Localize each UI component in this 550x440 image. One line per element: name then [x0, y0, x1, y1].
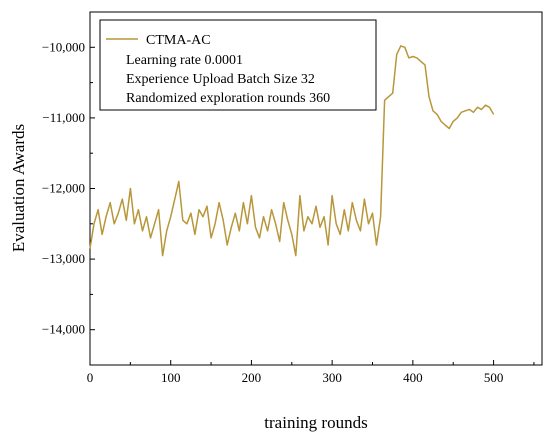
legend-entry-series: CTMA-AC: [146, 33, 211, 48]
legend: CTMA-AC Learning rate 0.0001 Experience …: [99, 19, 377, 111]
x-tick-label: 0: [87, 370, 94, 385]
y-axis-title: Evaluation Awards: [9, 124, 28, 252]
x-axis-title: training rounds: [264, 413, 367, 432]
y-tick-label: −14,000: [42, 322, 85, 337]
x-tick-label: 500: [484, 370, 504, 385]
y-tick-label: −12,000: [42, 181, 85, 196]
x-tick-label: 100: [161, 370, 181, 385]
series-line-ctma-ac: [89, 45, 495, 257]
y-tick-label: −11,000: [42, 110, 85, 125]
legend-entry-batch-size: Experience Upload Batch Size 32: [126, 72, 315, 87]
y-axis: −14,000 −13,000 −12,000 −11,000 −10,000: [42, 39, 95, 337]
y-tick-label: −10,000: [42, 39, 85, 54]
x-tick-label: 300: [322, 370, 342, 385]
x-tick-label: 200: [242, 370, 262, 385]
x-axis: 0 100 200 300 400 500: [87, 360, 535, 385]
legend-entry-learning-rate: Learning rate 0.0001: [126, 53, 243, 68]
legend-entry-exploration-rounds: Randomized exploration rounds 360: [126, 91, 330, 106]
series-layer: [89, 45, 495, 257]
x-tick-label: 400: [403, 370, 423, 385]
y-tick-label: −13,000: [42, 251, 85, 266]
legend-box: [99, 19, 377, 111]
